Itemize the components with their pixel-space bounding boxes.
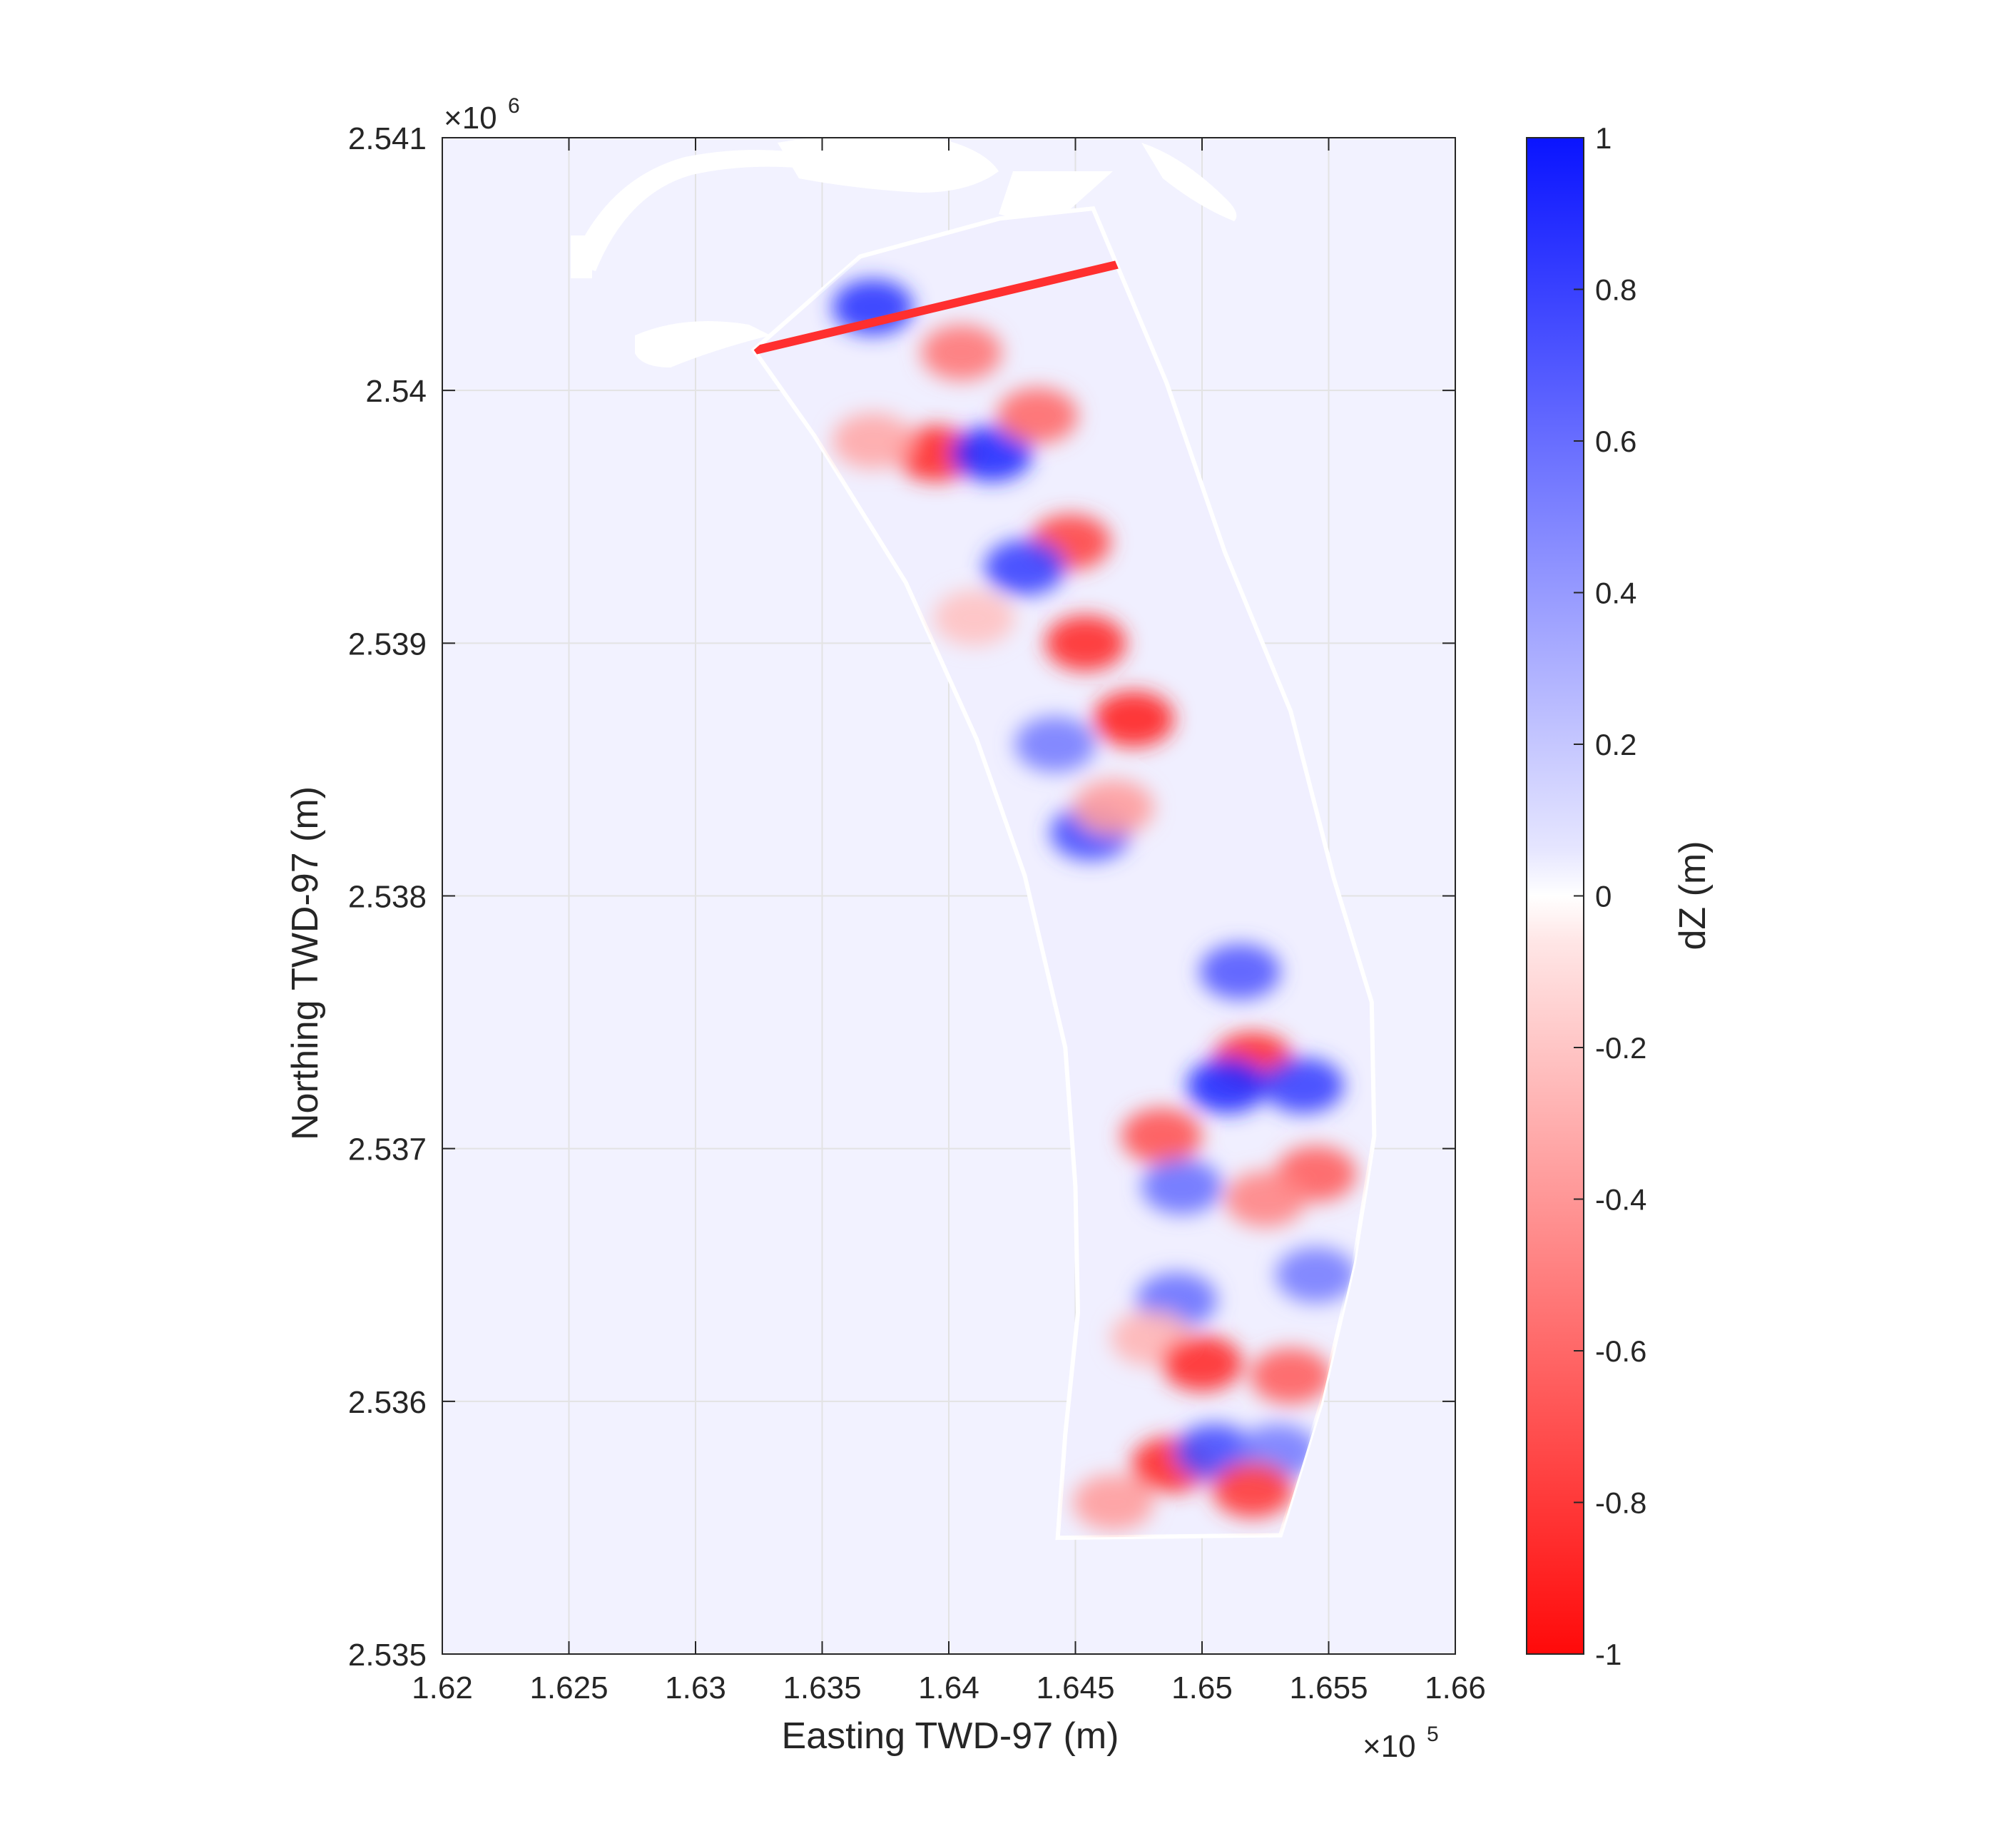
colorbar-tick-label: 0 [1595, 880, 1612, 913]
x-tick-label: 1.63 [665, 1670, 726, 1705]
dz-anomaly [1161, 1335, 1243, 1391]
dz-anomaly [1072, 779, 1154, 836]
x-tick-label: 1.64 [918, 1670, 979, 1705]
dz-anomaly [997, 387, 1079, 444]
colorbar: 1 0.8 0.6 0.4 0.2 0 -0.2 -0.4 -0.6 -0.8 -1 dZ (m) [1526, 121, 1714, 1671]
dz-anomaly [951, 425, 1033, 482]
dz-anomaly [1121, 1107, 1202, 1165]
x-exponent: ×10 5 [1363, 1723, 1439, 1764]
y-exponent: ×10 6 [444, 94, 520, 136]
dz-anomaly [1044, 615, 1126, 671]
y-tick-label: 2.539 [348, 627, 427, 661]
y-exponent-power: 6 [508, 94, 520, 118]
x-tick-label: 1.65 [1171, 1670, 1233, 1705]
x-tick-label: 1.635 [783, 1670, 861, 1705]
colorbar-tick-label: -0.6 [1595, 1334, 1646, 1368]
dz-edge-band [753, 252, 1156, 355]
colorbar-tick-label: 0.6 [1595, 425, 1636, 458]
dz-anomaly [1014, 716, 1096, 773]
colorbar-label: dZ (m) [1672, 841, 1714, 950]
dz-anomaly [920, 324, 1002, 381]
colorbar-tick-label: -0.2 [1595, 1031, 1646, 1065]
y-axis-ticks: 2.535 2.536 2.537 2.538 2.539 2.54 2.541 [348, 121, 1455, 1673]
land-shapes [571, 138, 1237, 367]
land-patch-2 [1141, 143, 1237, 221]
x-exponent-power: 5 [1427, 1723, 1439, 1746]
y-tick-label: 2.538 [348, 880, 427, 915]
colorbar-tick-label: -0.4 [1595, 1183, 1646, 1217]
x-tick-label: 1.655 [1289, 1670, 1368, 1705]
dz-strip [750, 206, 1377, 1541]
colorbar-tick-label: -0.8 [1595, 1486, 1646, 1520]
dz-anomaly [1186, 1058, 1268, 1114]
dz-anomalies [832, 279, 1357, 1531]
x-tick-label: 1.645 [1036, 1670, 1114, 1705]
dz-anomaly [933, 589, 1015, 646]
dz-survey-strip [750, 206, 1377, 1541]
dz-anomaly [1141, 1158, 1223, 1214]
x-axis-label: Easting TWD-97 (m) [782, 1715, 1119, 1757]
plot-axes: 1.62 1.625 1.63 1.635 1.64 1.645 1.65 1.655 1.66… [348, 121, 1486, 1705]
colorbar-ticks: 1 0.8 0.6 0.4 0.2 0 -0.2 -0.4 -0.6 -0.8 -1 [1574, 121, 1646, 1671]
dz-anomaly [1093, 691, 1174, 747]
y-tick-label: 2.537 [348, 1132, 427, 1167]
x-tick-label: 1.62 [412, 1670, 473, 1705]
dz-anomaly [895, 425, 977, 482]
dz-anomaly [1224, 1171, 1306, 1227]
colorbar-tick-label: 1 [1595, 121, 1612, 155]
x-tick-label: 1.66 [1425, 1670, 1486, 1705]
y-tick-label: 2.541 [348, 121, 427, 156]
dz-anomaly [832, 412, 914, 470]
dz-anomaly [1072, 1474, 1154, 1531]
y-exponent-base: ×10 [444, 101, 497, 136]
colorbar-tick-label: -1 [1595, 1638, 1622, 1671]
dz-anomaly [1263, 1058, 1344, 1114]
y-axis-label: Northing TWD-97 (m) [285, 786, 326, 1140]
y-tick-label: 2.536 [348, 1385, 427, 1420]
harbor-inner [635, 321, 770, 367]
colorbar-tick-label: 0.8 [1595, 273, 1636, 307]
dz-anomaly [1250, 1348, 1332, 1404]
x-exponent-base: ×10 [1363, 1729, 1416, 1764]
harbor-arc [571, 150, 828, 271]
dz-anomaly [1199, 943, 1281, 1000]
dz-edge-bands [753, 252, 1156, 355]
dz-anomaly [1275, 1247, 1357, 1303]
dz-anomaly [1212, 1461, 1293, 1518]
dz-anomaly [984, 539, 1066, 596]
x-tick-label: 1.625 [529, 1670, 608, 1705]
y-tick-label: 2.54 [365, 374, 427, 409]
colorbar-tick-label: 0.4 [1595, 577, 1636, 610]
harbor-pier [571, 235, 592, 278]
colorbar-tick-label: 0.2 [1595, 728, 1636, 761]
x-axis-ticks: 1.62 1.625 1.63 1.635 1.64 1.645 1.65 1.655 1.66 [412, 138, 1486, 1705]
y-tick-label: 2.535 [348, 1638, 427, 1673]
land-patch [778, 138, 999, 193]
